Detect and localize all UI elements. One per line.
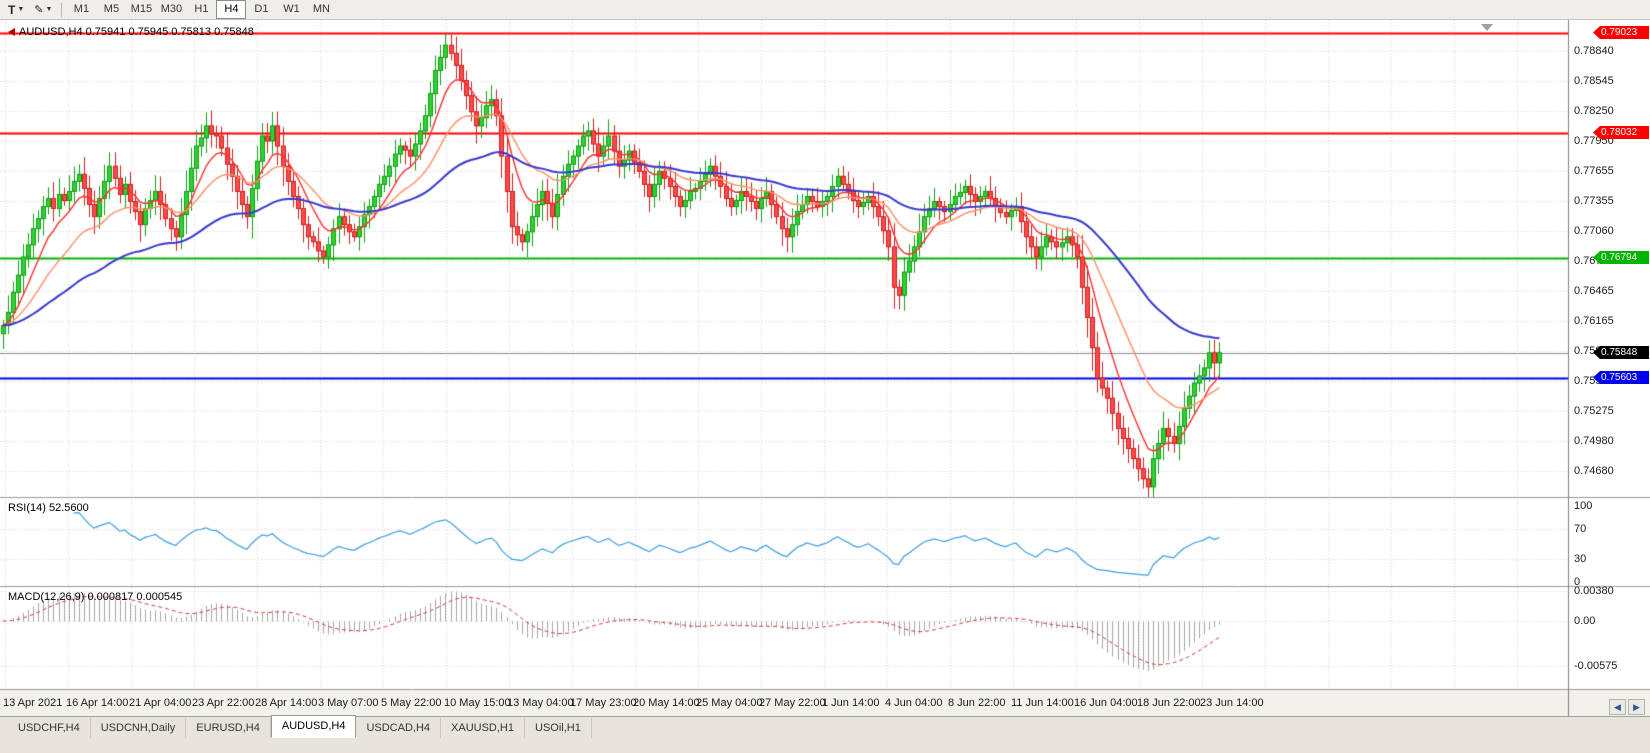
macd-level-label: 0.00 [1574, 615, 1596, 627]
chart-overlay: AUDUSD,H4 0.75941 0.75945 0.75813 0.7584… [0, 20, 1650, 716]
time-tick-label: 25 May 04:00 [696, 697, 763, 709]
time-tick-label: 21 Apr 04:00 [129, 697, 192, 709]
chart-type-label: T [8, 2, 16, 17]
rsi-level-label: 30 [1574, 553, 1587, 565]
time-tick-label: 17 May 23:00 [570, 697, 637, 709]
time-tick-label: 23 Apr 22:00 [192, 697, 255, 709]
time-tick-label: 23 Jun 14:00 [1200, 697, 1264, 709]
chart-area: AUDUSD,H4 0.75941 0.75945 0.75813 0.7584… [0, 20, 1650, 716]
timeframe-m5-button[interactable]: M5 [103, 3, 120, 15]
chart-title: AUDUSD,H4 0.75941 0.75945 0.75813 0.7584… [8, 26, 254, 38]
timeframe-mn-button[interactable]: MN [312, 3, 330, 15]
price-tick-label: 0.74680 [1574, 465, 1614, 477]
chevron-down-icon: ▼ [45, 6, 53, 13]
left-arrow-icon: ◀ [1614, 702, 1621, 712]
time-tick-label: 20 May 14:00 [633, 697, 700, 709]
hline-price-flag[interactable]: 0.76794 [1593, 251, 1649, 264]
timeframe-h1-button[interactable]: H1 [194, 3, 209, 15]
price-tick-label: 0.78840 [1574, 45, 1614, 57]
tab-scroll-left-button[interactable]: ◀ [1609, 699, 1626, 715]
time-tick-label: 3 May 07:00 [318, 697, 379, 709]
timeframe-m30-button[interactable]: M30 [160, 3, 183, 15]
price-tick-label: 0.77060 [1574, 225, 1614, 237]
time-tick-label: 5 May 22:00 [381, 697, 442, 709]
chart-title-text: AUDUSD,H4 0.75941 0.75945 0.75813 0.7584… [19, 26, 254, 38]
hline-price-flag[interactable]: 0.79023 [1593, 26, 1649, 39]
time-tick-label: 4 Jun 04:00 [885, 697, 943, 709]
right-arrow-icon: ▶ [1633, 702, 1640, 712]
timeframe-m15-button[interactable]: M15 [130, 3, 153, 15]
time-tick-label: 16 Apr 14:00 [66, 697, 129, 709]
rsi-level-label: 0 [1574, 576, 1581, 588]
price-tick-label: 0.78250 [1574, 105, 1614, 117]
time-tick-label: 10 May 15:00 [444, 697, 511, 709]
chart-tab-eurusd-h4[interactable]: EURUSD,H4 [186, 718, 271, 738]
rsi-level-label: 100 [1574, 500, 1593, 512]
time-tick-label: 28 Apr 14:00 [255, 697, 318, 709]
price-tick-label: 0.76465 [1574, 285, 1614, 297]
price-tick-label: 0.75275 [1574, 405, 1614, 417]
macd-label: MACD(12,26,9) 0.000817 0.000545 [8, 591, 183, 603]
time-tick-label: 8 Jun 22:00 [948, 697, 1006, 709]
price-tick-label: 0.74980 [1574, 435, 1614, 447]
rsi-label: RSI(14) 52.5600 [8, 502, 89, 514]
draw-tool-button[interactable]: ✎ ▼ [29, 0, 57, 20]
time-tick-label: 13 May 04:00 [507, 697, 574, 709]
timeframe-m1-button[interactable]: M1 [73, 3, 90, 15]
rsi-level-label: 70 [1574, 523, 1587, 535]
time-tick-label: 18 Jun 22:00 [1137, 697, 1201, 709]
time-tick-label: 27 May 22:00 [759, 697, 826, 709]
chart-tab-usdcad-h4[interactable]: USDCAD,H4 [356, 718, 442, 738]
time-tick-label: 13 Apr 2021 [3, 697, 63, 709]
hline-price-flag[interactable]: 0.78032 [1593, 126, 1649, 139]
tab-scroll-right-button[interactable]: ▶ [1628, 699, 1645, 715]
toolbar-separator [61, 2, 63, 17]
chevron-down-icon: ▼ [17, 6, 25, 13]
macd-level-label: -0.00575 [1574, 660, 1618, 672]
symbol-marker-icon [8, 28, 15, 36]
timeframe-w1-button[interactable]: W1 [283, 3, 300, 15]
pencil-icon: ✎ [34, 4, 44, 16]
price-tick-label: 0.76165 [1574, 315, 1614, 327]
chart-shift-marker-icon[interactable] [1481, 24, 1493, 31]
price-tick-label: 0.77355 [1574, 195, 1614, 207]
timeframe-d1-button[interactable]: D1 [254, 3, 269, 15]
chart-tab-audusd-h4[interactable]: AUDUSD,H4 [270, 715, 357, 738]
time-tick-label: 1 Jun 14:00 [822, 697, 880, 709]
timeframe-h4-button[interactable]: H4 [216, 0, 247, 19]
price-tick-label: 0.78545 [1574, 75, 1614, 87]
price-chart-canvas[interactable] [0, 20, 1650, 716]
macd-level-label: 0.00380 [1574, 585, 1614, 597]
bid-price-flag: 0.75848 [1593, 346, 1649, 359]
tab-scrolls: ◀ ▶ [1609, 699, 1645, 715]
chart-tab-usoil-h1[interactable]: USOil,H1 [525, 718, 592, 738]
chart-tab-usdcnh-daily[interactable]: USDCNH,Daily [91, 718, 187, 738]
chart-tab-usdchf-h4[interactable]: USDCHF,H4 [8, 718, 91, 738]
toolbar: T ▼ ✎ ▼ M1 M5 M15 M30 H1 H4 D1 W1 MN [0, 0, 1650, 20]
chart-type-button[interactable]: T ▼ [3, 0, 29, 20]
timeframe-toolbar: M1 M5 M15 M30 H1 H4 D1 W1 MN [66, 0, 336, 19]
price-tick-label: 0.77655 [1574, 165, 1614, 177]
hline-price-flag[interactable]: 0.75603 [1593, 371, 1649, 384]
chart-tab-xauusd-h1[interactable]: XAUUSD,H1 [441, 718, 525, 738]
time-tick-label: 11 Jun 14:00 [1011, 697, 1074, 709]
time-tick-label: 16 Jun 04:00 [1074, 697, 1138, 709]
chart-tabs: USDCHF,H4 USDCNH,Daily EURUSD,H4 AUDUSD,H4 U… [0, 715, 1650, 738]
chart-tab-bar: USDCHF,H4 USDCNH,Daily EURUSD,H4 AUDUSD,H4 U… [0, 715, 1650, 753]
